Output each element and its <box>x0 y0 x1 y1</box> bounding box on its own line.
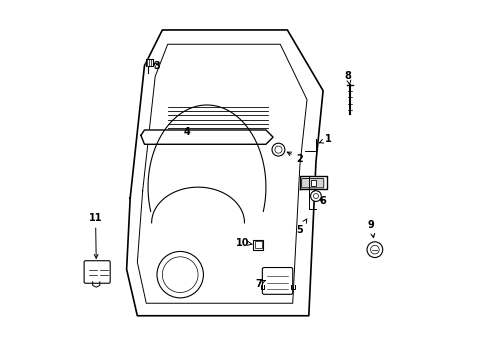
Text: 2: 2 <box>286 152 303 163</box>
Text: 4: 4 <box>183 127 190 137</box>
Text: 6: 6 <box>319 197 326 206</box>
Text: 5: 5 <box>296 219 306 235</box>
Bar <box>310 180 315 186</box>
Text: 10: 10 <box>236 238 252 248</box>
Circle shape <box>271 143 285 156</box>
Bar <box>253 240 263 249</box>
Text: 11: 11 <box>89 212 102 258</box>
FancyBboxPatch shape <box>84 261 110 283</box>
Text: 9: 9 <box>367 220 374 238</box>
Circle shape <box>366 242 382 257</box>
Polygon shape <box>299 176 326 189</box>
Bar <box>255 241 261 248</box>
Text: 1: 1 <box>319 134 331 144</box>
Polygon shape <box>146 59 153 73</box>
FancyBboxPatch shape <box>301 179 323 188</box>
Polygon shape <box>141 130 272 144</box>
Text: 8: 8 <box>344 71 351 85</box>
Text: 3: 3 <box>153 61 160 71</box>
FancyBboxPatch shape <box>262 267 292 294</box>
Circle shape <box>310 191 321 202</box>
Text: 7: 7 <box>255 279 264 289</box>
